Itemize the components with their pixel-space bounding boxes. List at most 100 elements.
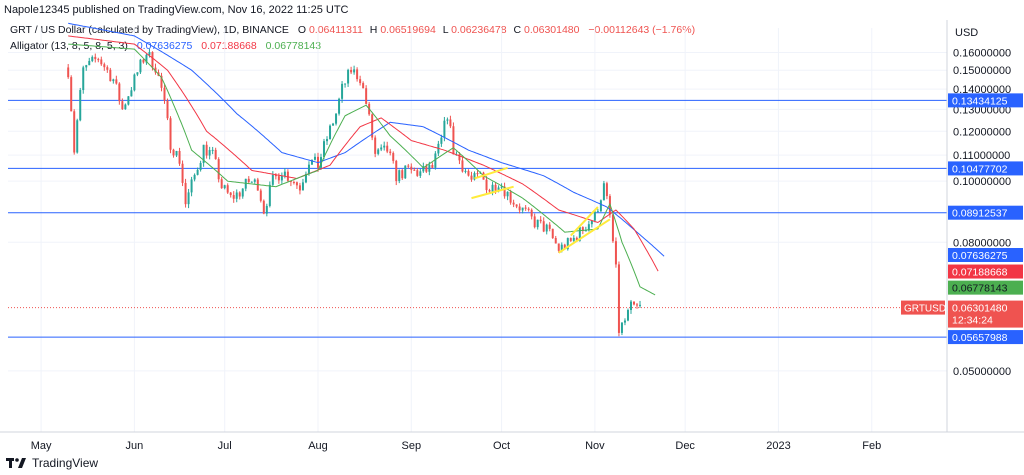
candle-body: [515, 204, 518, 207]
candle-body: [326, 139, 329, 142]
x-tick-label: Jul: [218, 440, 232, 452]
candle-body: [223, 185, 226, 189]
time-axis[interactable]: May Jun Jul Aug Sep Oct Nov Dec 2023 Feb: [0, 431, 1024, 452]
candle-body: [190, 179, 193, 193]
candle-body: [253, 179, 256, 182]
candle-body: [244, 178, 247, 189]
teeth-tag: [948, 264, 1023, 279]
candle-body: [274, 174, 277, 177]
x-tick-label: Sep: [401, 440, 421, 452]
candle-body: [166, 100, 169, 119]
candle-body: [76, 120, 79, 153]
teeth-line: [68, 35, 659, 272]
candle-body: [151, 52, 154, 68]
candle-body: [353, 69, 356, 73]
candle-body: [175, 150, 178, 156]
candle-body: [154, 67, 157, 73]
candle-body: [286, 171, 289, 181]
candle-body: [563, 244, 566, 250]
lips-line: [68, 43, 656, 296]
ohlc-l-label: L: [443, 24, 449, 36]
candle-body: [545, 224, 548, 232]
candle-body: [323, 141, 326, 158]
candle-body: [181, 163, 184, 183]
candle-body: [419, 171, 422, 176]
candle-body: [85, 65, 88, 68]
lips-tag: [948, 280, 1023, 295]
candle-body: [91, 56, 94, 61]
candle-body: [512, 202, 515, 205]
candle-body: [145, 54, 148, 63]
candle-body: [160, 75, 163, 88]
candle-body: [416, 170, 419, 176]
candle-body: [106, 67, 109, 70]
candle-body: [554, 238, 557, 244]
candle-body: [494, 184, 497, 191]
trend-line: [570, 206, 599, 237]
candle-body: [362, 83, 365, 89]
candle-body: [335, 113, 338, 124]
publish-info: Napole12345 published on TradingView.com…: [4, 4, 349, 16]
horizontal-levels: [8, 99, 947, 338]
last-price-tag: [948, 300, 1023, 328]
x-tick-label: 2023: [766, 440, 790, 452]
candle-body: [94, 56, 97, 60]
svg-text:Alligator (13, 8, 5, 8, 5, 3): Alligator (13, 8, 5, 8, 5, 3) 0.07636275…: [10, 40, 321, 52]
candle-body: [626, 310, 629, 321]
trend-lines: [471, 166, 611, 254]
price-axis[interactable]: 0.160000000.150000000.140000000.13000000…: [901, 20, 1023, 432]
teeth-tag-label: 0.07188668: [952, 267, 1008, 279]
price-chart[interactable]: GRT / US Dollar (calculated by TradingVi…: [0, 20, 1024, 452]
candle-body: [82, 67, 85, 91]
y-tick-label: 0.14000000: [953, 84, 1011, 96]
candle-body: [292, 181, 295, 183]
candle-body: [277, 176, 280, 181]
ohlc-o-label: O: [298, 24, 306, 36]
y-tick-label: 0.11000000: [953, 150, 1010, 162]
candle-body: [443, 120, 446, 138]
level-tag-label: 0.10477702: [952, 163, 1008, 175]
candle-body: [521, 207, 524, 211]
candle-body: [636, 304, 639, 306]
candle-body: [536, 219, 539, 228]
candle-body: [503, 186, 506, 197]
ticker-tag: [901, 300, 945, 315]
candle-body: [602, 183, 605, 201]
candle-body: [127, 96, 130, 105]
candle-body: [428, 164, 431, 172]
candle-body: [356, 69, 359, 80]
candle-body: [163, 87, 166, 101]
candle-body: [605, 183, 608, 197]
candle-body: [265, 205, 268, 214]
candle-body: [509, 191, 512, 203]
alligator-lines: [68, 22, 665, 296]
candle-body: [347, 69, 350, 84]
candle-body: [329, 125, 332, 140]
candle-body: [344, 83, 347, 85]
level-tag: [948, 330, 1023, 345]
candle-body: [220, 179, 223, 189]
candle-body: [371, 114, 374, 138]
level-tag: [948, 93, 1023, 108]
candle-body: [130, 90, 133, 97]
candle-body: [67, 67, 70, 78]
candle-body: [295, 182, 298, 186]
trend-line: [471, 185, 514, 200]
candle-body: [560, 244, 563, 251]
candle-body: [238, 192, 241, 197]
candle-body: [259, 190, 262, 201]
candle-body: [584, 230, 587, 232]
jaw-tag-label: 0.07636275: [952, 250, 1008, 262]
trend-line: [558, 218, 611, 254]
teeth-value: 0.07188668: [201, 40, 257, 52]
candle-body: [611, 214, 614, 242]
candle-body: [307, 164, 310, 174]
chart-area[interactable]: GRT / US Dollar (calculated by TradingVi…: [0, 20, 1024, 452]
candle-body: [518, 206, 521, 211]
candle-body: [341, 83, 344, 99]
candle-body: [320, 157, 322, 168]
ohlc-change: −0.00112643 (−1.76%): [588, 24, 695, 36]
candle-body: [569, 238, 572, 241]
candle-body: [497, 187, 500, 191]
candle-body: [338, 98, 341, 114]
